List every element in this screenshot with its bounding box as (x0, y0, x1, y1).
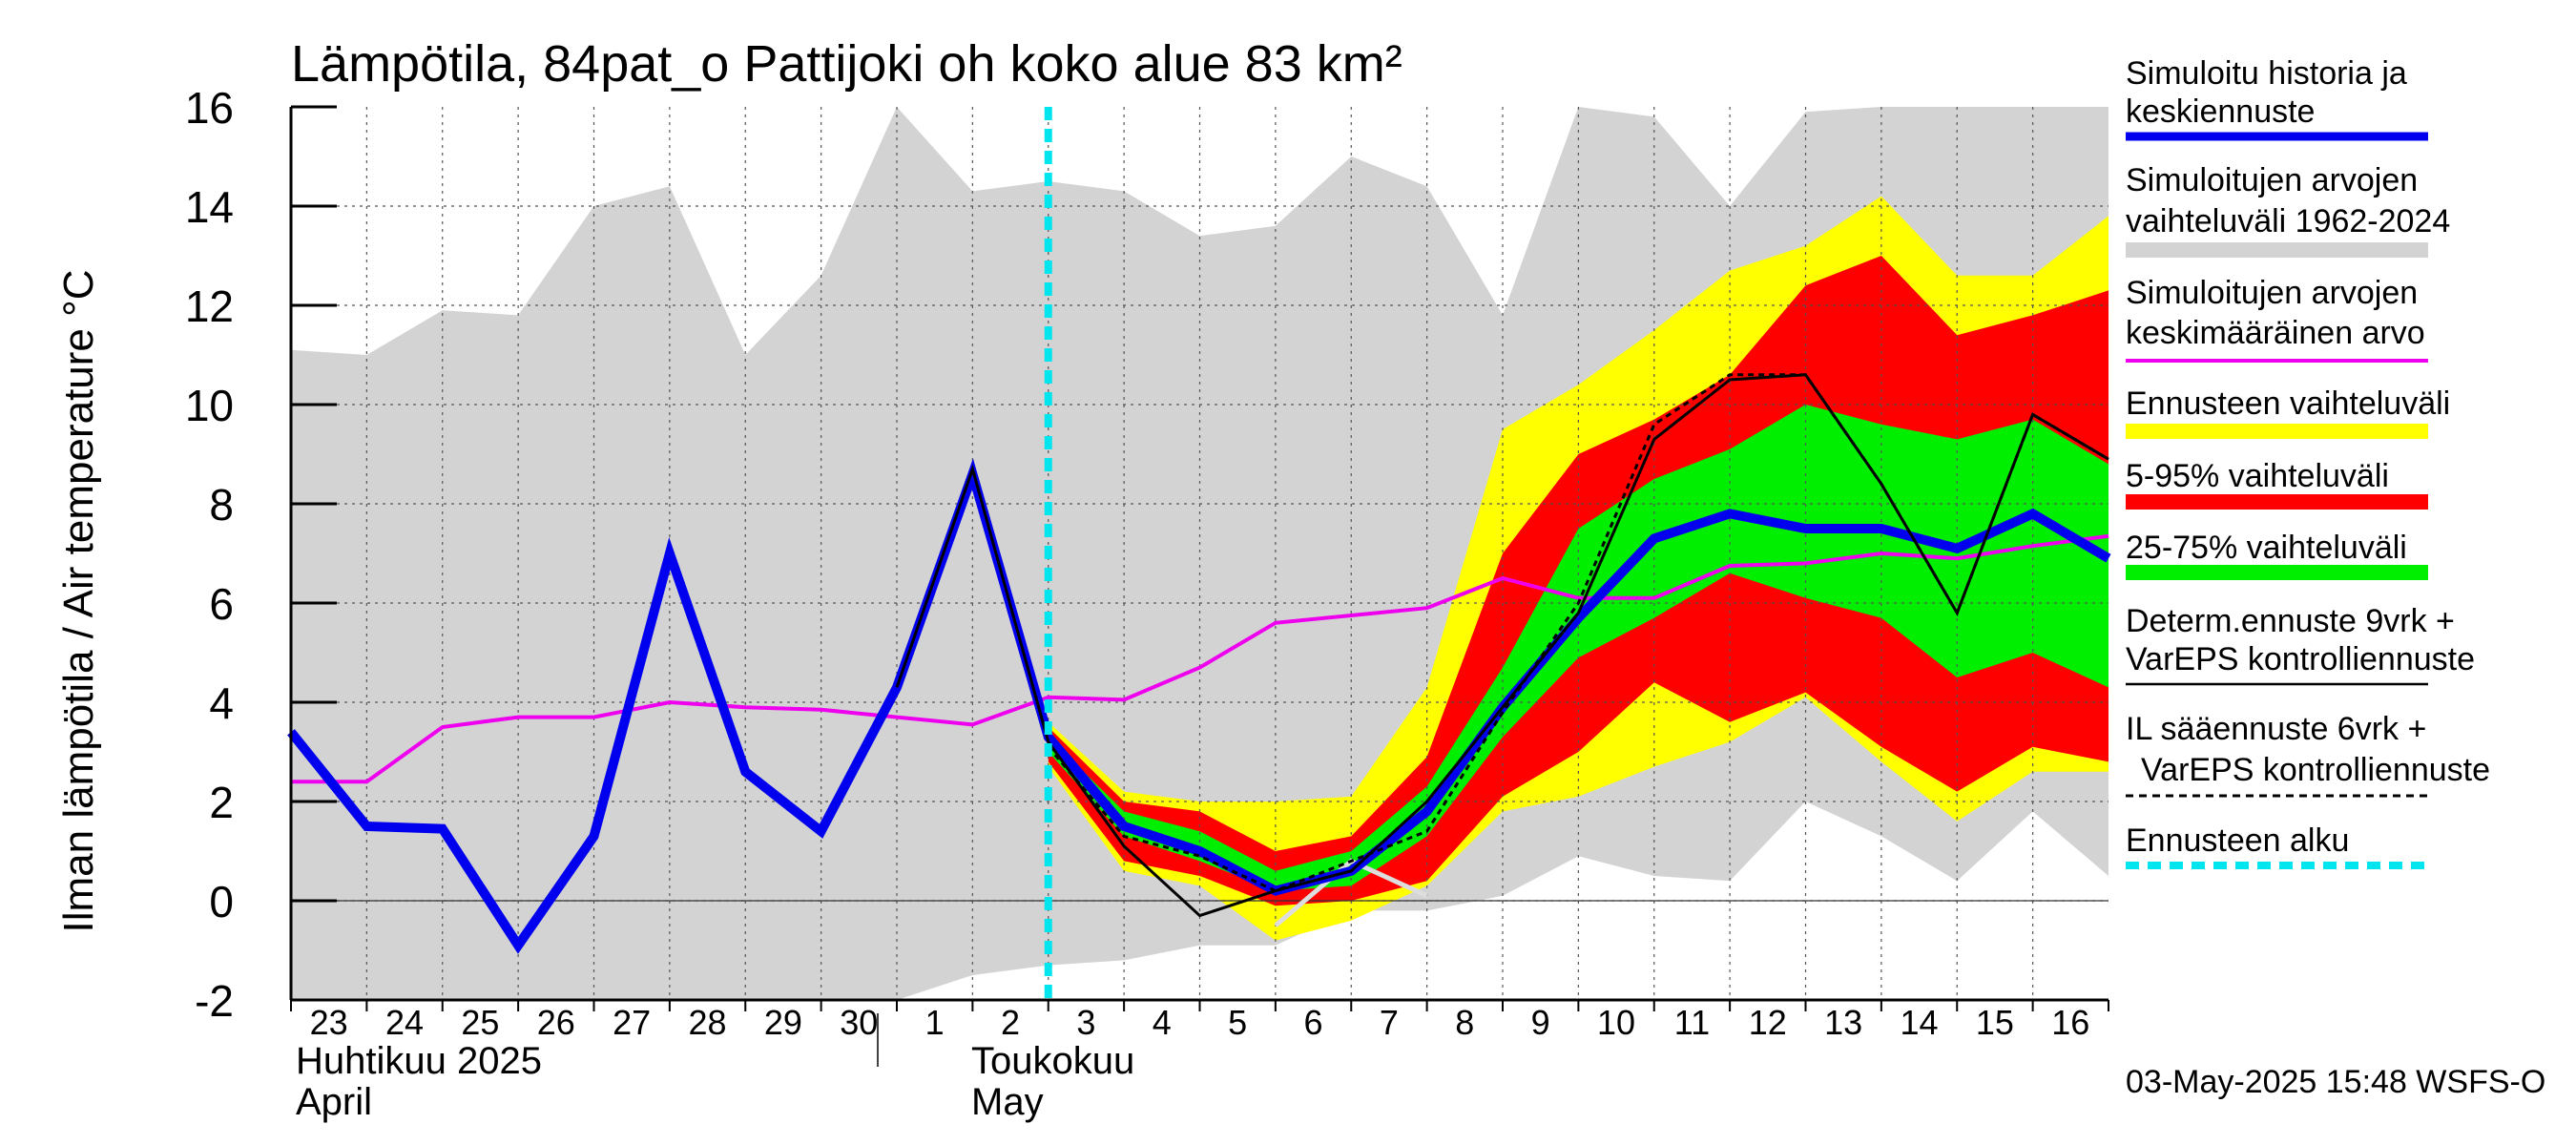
x-tick-label: 2 (1001, 1003, 1020, 1042)
x-tick-labels: 23 24 25 26 27 28 29 30 1 2 3 4 5 6 7 8 9 10 11 12 13 14 15 16 (310, 1003, 2090, 1042)
y-tick-label: 0 (209, 877, 234, 926)
legend-label-25-75: 25-75% vaihteluväli (2126, 530, 2407, 566)
y-tick-label: 8 (209, 480, 234, 530)
chart-title: Lämpötila, 84pat_o Pattijoki oh koko alu… (291, 35, 1402, 93)
legend-label-sim-mean: Simuloitujen arvojen keskimääräinen arvo (2126, 275, 2425, 351)
x-tick-label: 10 (1597, 1003, 1635, 1042)
x-tick-label: 12 (1749, 1003, 1787, 1042)
legend-label-sim-history: Simuloitu historia ja keskiennuste (2126, 55, 2407, 130)
x-tick-label: 28 (689, 1003, 727, 1042)
month-label-april-fi: Huhtikuu 2025 (296, 1040, 542, 1082)
month-label-may-en: May (971, 1081, 1044, 1123)
x-tick-label: 6 (1304, 1003, 1323, 1042)
x-tick-label: 16 (2051, 1003, 2089, 1042)
x-tick-label: 27 (613, 1003, 651, 1042)
series-simulated-mean (291, 533, 2109, 784)
x-tick-label: 14 (1901, 1003, 1939, 1042)
grid-lines (291, 107, 2109, 1000)
legend: Simuloitu historia ja keskiennuste Simulo… (2126, 55, 2490, 869)
legend-label-determ: Determ.ennuste 9vrk + VarEPS kontrollienn… (2126, 603, 2475, 677)
x-tick-label: 29 (764, 1003, 802, 1042)
y-tick-label: 6 (209, 579, 234, 629)
y-tick-label: 2 (209, 778, 234, 827)
y-tick-label: 4 (209, 678, 234, 728)
y-tick-label: 14 (185, 182, 234, 232)
legend-label-ens-range: Ennusteen vaihteluväli (2126, 385, 2450, 422)
series-history-mean-forecast (287, 458, 2111, 954)
legend-label-il: IL sääennuste 6vrk + VarEPS kontrolliennu… (2126, 711, 2490, 788)
x-tick-label: 23 (310, 1003, 348, 1042)
y-tick-label: -2 (195, 976, 234, 1026)
x-tick-label: 5 (1228, 1003, 1247, 1042)
x-tick-label: 13 (1824, 1003, 1862, 1042)
x-tick-label: 8 (1455, 1003, 1474, 1042)
y-tick-label: 10 (185, 381, 234, 430)
x-tick-label: 30 (840, 1003, 878, 1042)
axes (289, 105, 2109, 1067)
legend-label-5-95: 5-95% vaihteluväli (2126, 458, 2389, 494)
month-label-may-fi: Toukokuu (971, 1040, 1134, 1082)
y-tick-label: 12 (185, 281, 234, 331)
x-tick-label: 15 (1976, 1003, 2014, 1042)
series-lines (287, 107, 2111, 1000)
x-tick-label: 4 (1153, 1003, 1172, 1042)
month-label-april-en: April (296, 1081, 372, 1123)
x-tick-label: 26 (537, 1003, 575, 1042)
x-tick-label: 1 (925, 1003, 945, 1042)
x-tick-label: 7 (1380, 1003, 1399, 1042)
x-tick-label: 3 (1076, 1003, 1095, 1042)
x-tick-label: 25 (461, 1003, 499, 1042)
x-tick-label: 11 (1674, 1003, 1710, 1042)
legend-label-forecast-start: Ennusteen alku (2126, 822, 2349, 859)
y-tick-label: 16 (185, 83, 234, 133)
x-tick-label: 24 (385, 1003, 424, 1042)
y-axis-label: Ilman lämpötila / Air temperature °C (55, 270, 102, 933)
timestamp: 03-May-2025 15:48 WSFS-O (2126, 1064, 2545, 1100)
y-tick-labels: -2 0 2 4 6 8 10 12 14 16 (185, 83, 234, 1026)
series-deterministic (895, 373, 2109, 918)
series-il-forecast (1047, 373, 2109, 893)
legend-label-sim-range: Simuloitujen arvojen vaihteluväli 1962-20… (2126, 162, 2450, 239)
x-tick-label: 9 (1531, 1003, 1550, 1042)
